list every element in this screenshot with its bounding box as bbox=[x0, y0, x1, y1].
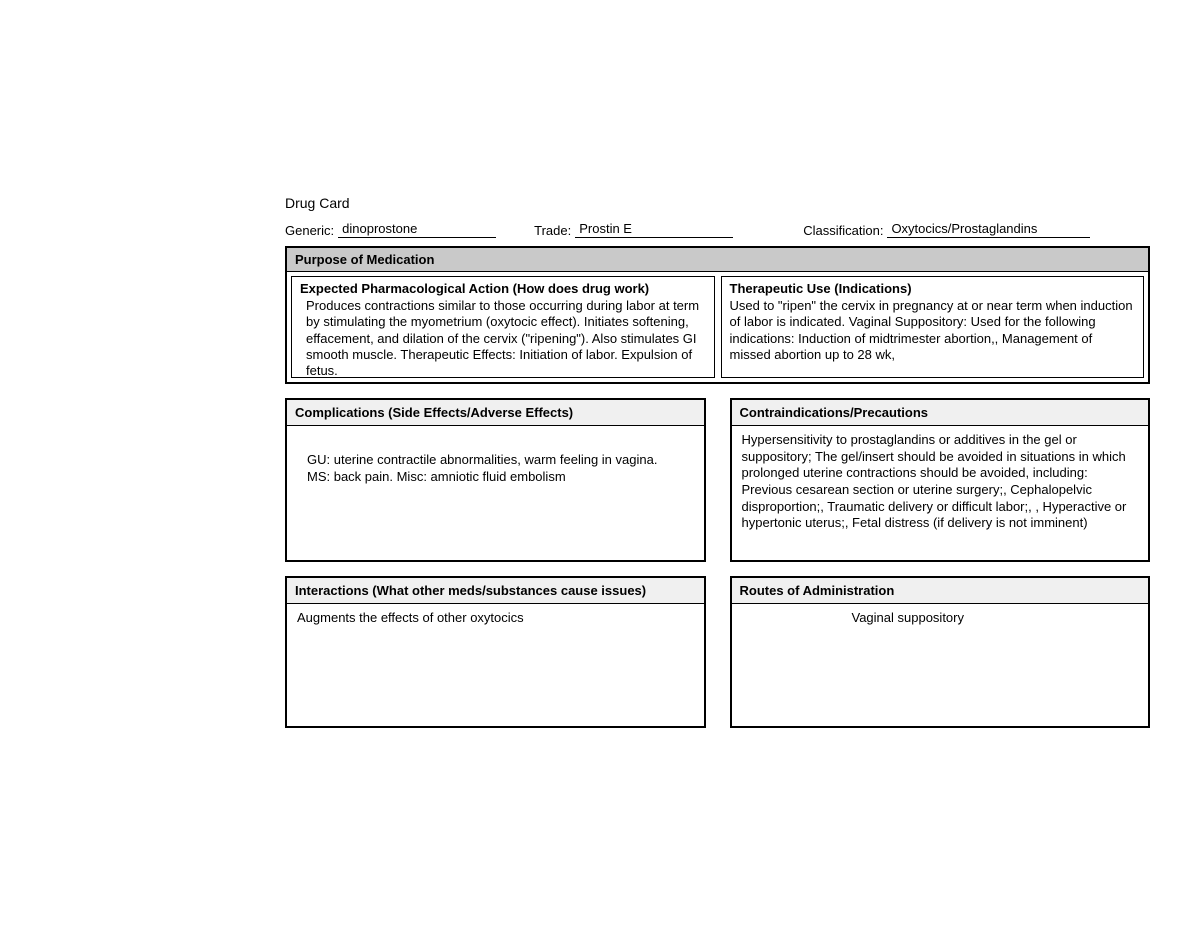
purpose-header: Purpose of Medication bbox=[287, 248, 1148, 272]
interactions-panel: Interactions (What other meds/substances… bbox=[285, 576, 706, 728]
therapeutic-use-title: Therapeutic Use (Indications) bbox=[730, 281, 1136, 296]
complications-title: Complications (Side Effects/Adverse Effe… bbox=[287, 400, 704, 426]
classification-value: Oxytocics/Prostaglandins bbox=[887, 221, 1090, 238]
card-title: Drug Card bbox=[285, 195, 1150, 211]
therapeutic-use-box: Therapeutic Use (Indications) Used to "r… bbox=[721, 276, 1145, 378]
classification-label: Classification: bbox=[803, 223, 883, 238]
drug-header-row: Generic: dinoprostone Trade: Prostin E C… bbox=[285, 221, 1150, 238]
contraindications-panel: Contraindications/Precautions Hypersensi… bbox=[730, 398, 1151, 562]
routes-text: Vaginal suppository bbox=[732, 604, 1149, 635]
therapeutic-use-text: Used to "ripen" the cervix in pregnancy … bbox=[730, 298, 1136, 363]
routes-title: Routes of Administration bbox=[732, 578, 1149, 604]
drug-card-page: Drug Card Generic: dinoprostone Trade: P… bbox=[0, 0, 1200, 927]
row-complications-contra: Complications (Side Effects/Adverse Effe… bbox=[285, 398, 1150, 562]
routes-panel: Routes of Administration Vaginal supposi… bbox=[730, 576, 1151, 728]
generic-value: dinoprostone bbox=[338, 221, 496, 238]
row-interactions-routes: Interactions (What other meds/substances… bbox=[285, 576, 1150, 728]
pharmacological-action-title: Expected Pharmacological Action (How doe… bbox=[300, 281, 706, 296]
complications-panel: Complications (Side Effects/Adverse Effe… bbox=[285, 398, 706, 562]
trade-label: Trade: bbox=[534, 223, 571, 238]
contraindications-title: Contraindications/Precautions bbox=[732, 400, 1149, 426]
purpose-body: Expected Pharmacological Action (How doe… bbox=[287, 272, 1148, 382]
purpose-section: Purpose of Medication Expected Pharmacol… bbox=[285, 246, 1150, 384]
pharmacological-action-box: Expected Pharmacological Action (How doe… bbox=[291, 276, 715, 378]
pharmacological-action-text: Produces contractions similar to those o… bbox=[300, 298, 706, 378]
interactions-title: Interactions (What other meds/substances… bbox=[287, 578, 704, 604]
complications-text: GU: uterine contractile abnormalities, w… bbox=[287, 426, 704, 493]
interactions-text: Augments the effects of other oxytocics bbox=[287, 604, 704, 635]
trade-value: Prostin E bbox=[575, 221, 733, 238]
contraindications-text: Hypersensitivity to prostaglandins or ad… bbox=[732, 426, 1149, 540]
generic-label: Generic: bbox=[285, 223, 334, 238]
